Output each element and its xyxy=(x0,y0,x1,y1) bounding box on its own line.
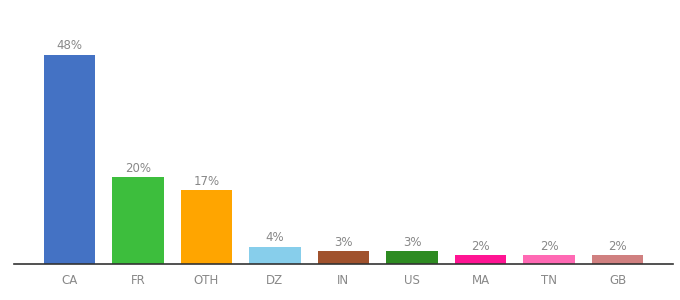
Bar xyxy=(181,190,232,264)
Bar xyxy=(524,255,575,264)
Text: 2%: 2% xyxy=(471,240,490,253)
Bar xyxy=(44,55,95,264)
Text: 3%: 3% xyxy=(334,236,353,249)
Bar xyxy=(318,251,369,264)
Bar xyxy=(112,177,163,264)
Bar xyxy=(592,255,643,264)
Text: 4%: 4% xyxy=(266,231,284,244)
Text: 17%: 17% xyxy=(193,175,220,188)
Bar xyxy=(249,247,301,264)
Text: 2%: 2% xyxy=(540,240,558,253)
Text: 20%: 20% xyxy=(125,161,151,175)
Text: 2%: 2% xyxy=(608,240,627,253)
Bar xyxy=(386,251,438,264)
Bar xyxy=(455,255,506,264)
Text: 3%: 3% xyxy=(403,236,421,249)
Text: 48%: 48% xyxy=(56,39,82,52)
